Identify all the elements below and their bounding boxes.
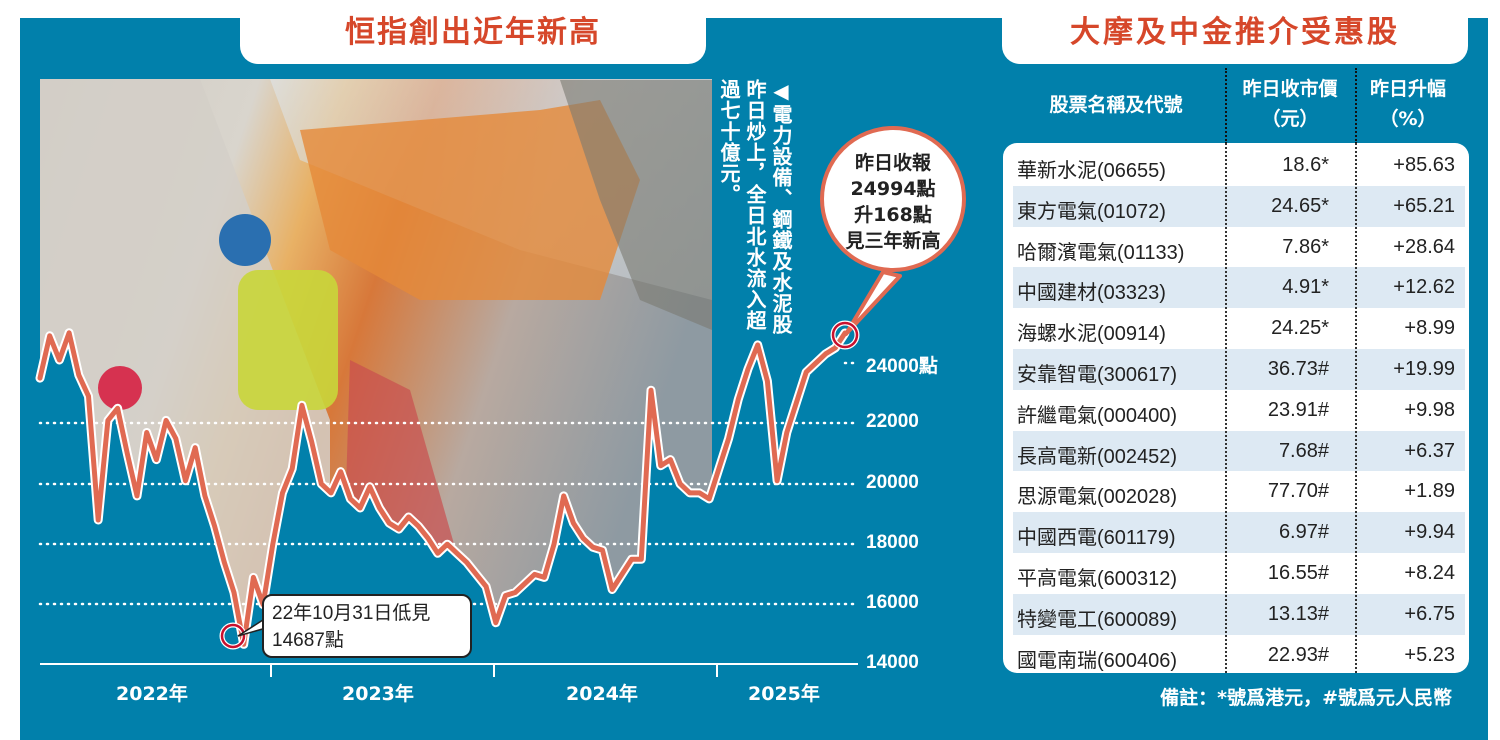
stock-change: +12.62 xyxy=(1393,276,1455,299)
stock-change: +5.23 xyxy=(1404,643,1455,666)
table-row: 中國西電(601179) 6.97# +9.94 xyxy=(1013,512,1465,553)
chart-title: 恒指創出近年新高 xyxy=(240,0,706,64)
stock-name: 長高電新(002452) xyxy=(1017,445,1178,468)
stock-change: +28.64 xyxy=(1393,235,1455,258)
column-divider-1 xyxy=(1225,143,1227,673)
x-tick-2024: 2024年 xyxy=(566,683,638,705)
stock-price: 24.65* xyxy=(1271,194,1329,217)
hsi-line-chart xyxy=(35,79,902,677)
stock-name: 許繼電氣(000400) xyxy=(1017,404,1178,427)
table-row: 海螺水泥(00914) 24.25* +8.99 xyxy=(1013,308,1465,349)
low-marker xyxy=(220,623,246,649)
stock-change: +6.37 xyxy=(1404,439,1455,462)
stock-change: +85.63 xyxy=(1393,154,1455,176)
stock-name: 國電南瑞(600406) xyxy=(1017,649,1178,672)
stock-price: 23.91# xyxy=(1267,398,1329,421)
header-close-price-line1: 昨日收市價 xyxy=(1242,78,1338,100)
stock-change: +1.89 xyxy=(1404,480,1455,503)
y-tick-22000: 22000 xyxy=(866,411,919,432)
stock-change: +65.21 xyxy=(1393,194,1455,217)
y-tick-20000: 20000 xyxy=(866,472,919,493)
header-close-price-line2: （元） xyxy=(1261,108,1319,130)
table-row: 哈爾濱電氣(01133) 7.86* +28.64 xyxy=(1013,227,1465,268)
table-title: 大摩及中金推介受惠股 xyxy=(1002,0,1468,64)
stock-name: 華新水泥(06655) xyxy=(1017,160,1166,182)
close-callout: 昨日收報 24994點 升168點 見三年新高 xyxy=(820,126,966,272)
stock-price: 16.55# xyxy=(1267,562,1329,584)
low-callout-line2: 14687點 xyxy=(272,630,344,651)
header-divider-1 xyxy=(1225,68,1227,144)
table-row: 長高電新(002452) 7.68# +6.37 xyxy=(1013,430,1465,472)
close-callout-line4: 見三年新高 xyxy=(845,230,941,252)
photo-caption: ◀電力設備、鋼鐵及水泥股昨日炒上，全日北水流入超過七十億元。 xyxy=(717,79,793,335)
stock-name: 中國西電(601179) xyxy=(1017,527,1176,550)
table-row: 思源電氣(002028) 77.70# +1.89 xyxy=(1013,471,1465,512)
stock-table: 華新水泥(06655) 18.6* +85.63 東方電氣(01072) 24.… xyxy=(1003,143,1469,673)
header-divider-2 xyxy=(1355,68,1357,144)
low-callout-line1: 22年10月31日低見 xyxy=(272,603,431,624)
stock-name: 中國建材(03323) xyxy=(1017,282,1166,305)
stock-change: +6.75 xyxy=(1404,602,1455,625)
stock-price: 24.25* xyxy=(1271,317,1329,340)
stock-price: 22.93# xyxy=(1267,643,1329,666)
x-axis xyxy=(40,663,858,677)
stock-name: 東方電氣(01072) xyxy=(1017,200,1166,223)
stock-price: 77.70# xyxy=(1267,480,1329,503)
stock-price: 7.86* xyxy=(1282,235,1329,258)
x-tick-2022: 2022年 xyxy=(116,683,188,705)
y-tick-14000: 14000 xyxy=(866,652,919,673)
stock-change: +19.99 xyxy=(1393,358,1455,380)
table-row: 平高電氣(600312) 16.55# +8.24 xyxy=(1013,553,1465,594)
table-row: 東方電氣(01072) 24.65* +65.21 xyxy=(1013,185,1465,227)
table-row: 安靠智電(300617) 36.73# +19.99 xyxy=(1013,349,1465,390)
close-callout-line3: 升168點 xyxy=(854,204,932,226)
stock-change: +9.98 xyxy=(1404,398,1455,421)
header-change-pct: 昨日升幅 （%） xyxy=(1356,74,1460,134)
close-callout-line2: 24994點 xyxy=(850,178,936,200)
gridlines xyxy=(38,361,860,606)
stock-price: 7.68# xyxy=(1278,439,1329,462)
header-stock-name: 股票名稱及代號 xyxy=(1049,94,1183,116)
stock-price: 4.91* xyxy=(1282,276,1329,299)
table-row: 特變電工(600089) 13.13# +6.75 xyxy=(1013,593,1465,635)
stock-price: 13.13# xyxy=(1267,602,1329,625)
table-row: 中國建材(03323) 4.91* +12.62 xyxy=(1013,267,1465,309)
stock-name: 哈爾濱電氣(01133) xyxy=(1017,241,1185,264)
y-tick-18000: 18000 xyxy=(866,532,919,553)
high-callout-pointer xyxy=(844,270,902,336)
stock-name: 平高電氣(600312) xyxy=(1017,568,1178,590)
stock-price: 6.97# xyxy=(1278,521,1329,544)
table-row: 華新水泥(06655) 18.6* +85.63 xyxy=(1013,145,1465,186)
hsi-line xyxy=(37,330,848,647)
stock-change: +9.94 xyxy=(1404,521,1455,544)
stock-name: 安靠智電(300617) xyxy=(1017,364,1178,386)
column-divider-2 xyxy=(1355,143,1357,673)
stock-name: 特變電工(600089) xyxy=(1017,608,1178,631)
header-change-pct-line2: （%） xyxy=(1379,108,1437,130)
stock-change: +8.24 xyxy=(1404,562,1455,584)
y-tick-24000: 24000點 xyxy=(866,356,938,377)
stock-change: +8.99 xyxy=(1404,317,1455,340)
high-marker xyxy=(831,321,859,349)
x-tick-2025: 2025年 xyxy=(748,683,820,705)
x-tick-2023: 2023年 xyxy=(342,683,414,705)
stock-name: 海螺水泥(00914) xyxy=(1017,323,1166,346)
close-callout-line1: 昨日收報 xyxy=(854,152,931,174)
table-row: 國電南瑞(600406) 22.93# +5.23 xyxy=(1013,635,1465,673)
table-row: 許繼電氣(000400) 23.91# +9.98 xyxy=(1013,390,1465,431)
stock-price: 18.6* xyxy=(1282,154,1329,176)
header-close-price: 昨日收市價 （元） xyxy=(1226,74,1354,134)
header-change-pct-line1: 昨日升幅 xyxy=(1369,78,1446,100)
stock-price: 36.73# xyxy=(1267,358,1329,380)
y-tick-16000: 16000 xyxy=(866,592,919,613)
stock-name: 思源電氣(002028) xyxy=(1017,486,1178,509)
table-footnote: 備註：*號爲港元，#號爲元人民幣 xyxy=(1160,687,1452,709)
low-callout: 22年10月31日低見 14687點 xyxy=(262,594,472,658)
